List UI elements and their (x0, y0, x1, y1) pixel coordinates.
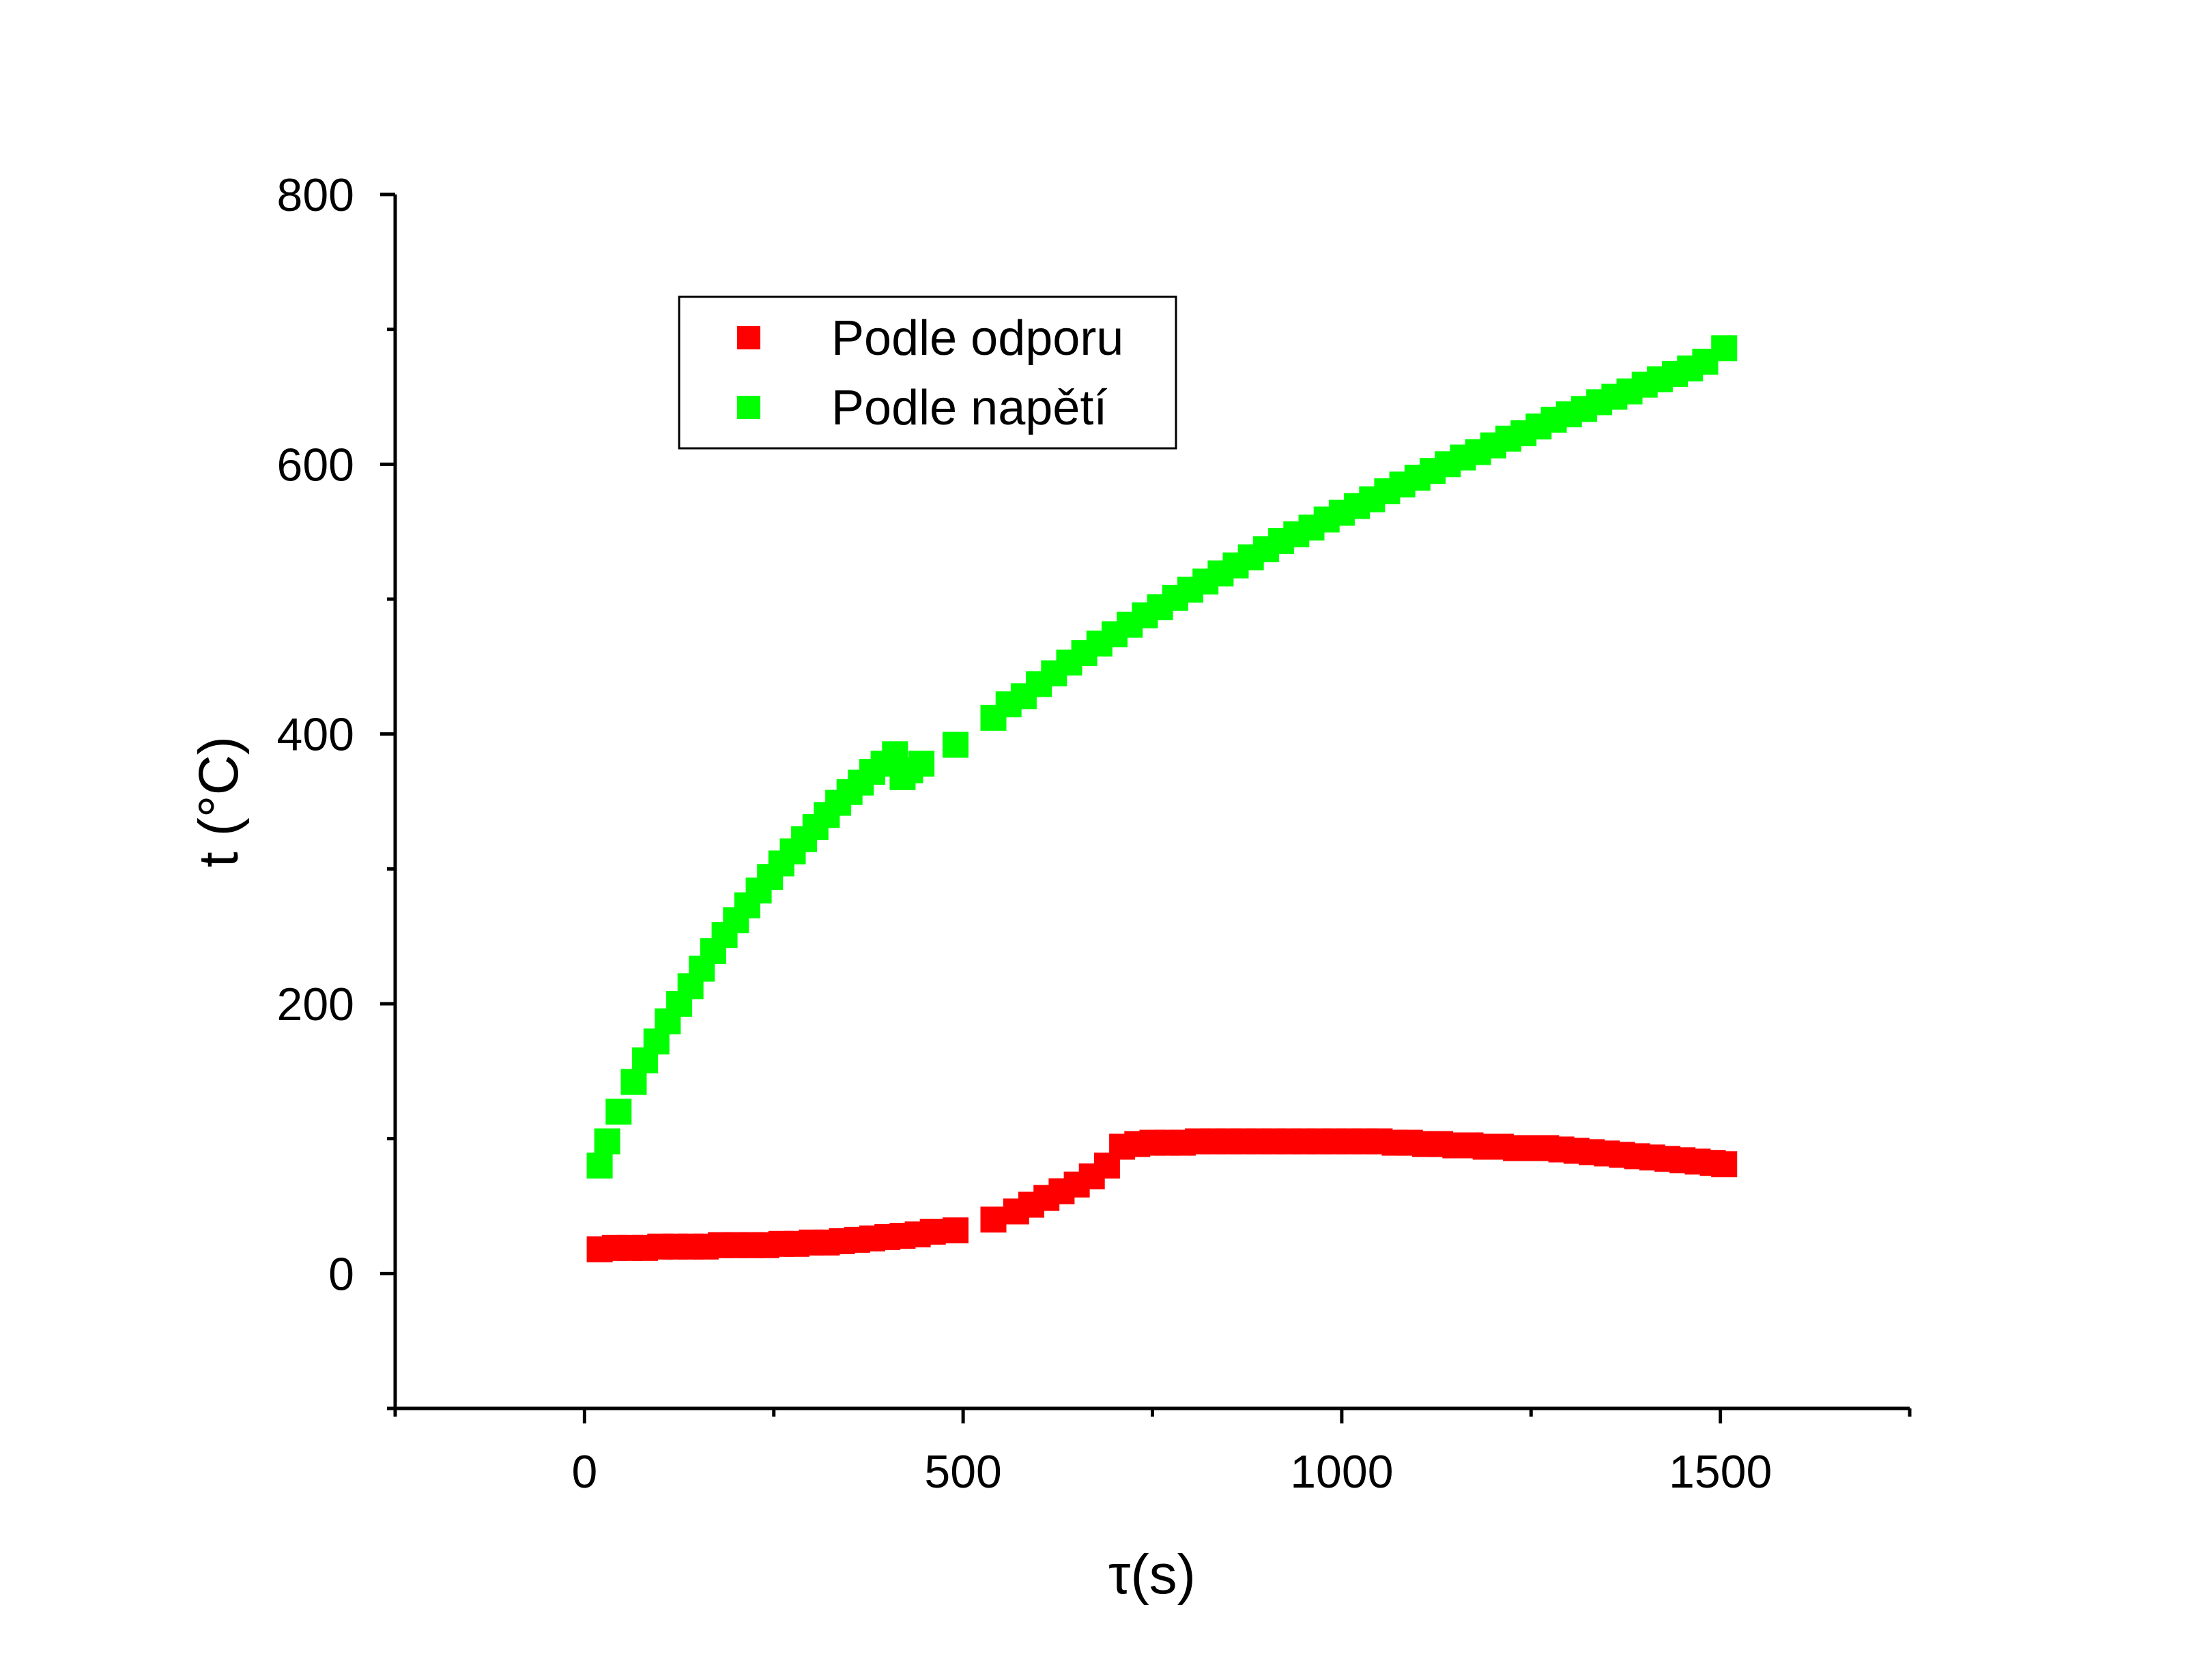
x-tick-label: 1000 (1290, 1446, 1393, 1498)
y-tick-label: 200 (277, 979, 354, 1030)
data-point (1711, 1151, 1738, 1178)
x-tick-label: 1500 (1669, 1446, 1772, 1498)
y-axis-title: t (°C) (188, 736, 250, 867)
legend-marker-podle-napeti (737, 396, 760, 419)
data-point (586, 1153, 613, 1179)
data-point (943, 1217, 969, 1244)
legend-label-podle-napeti: Podle napětí (831, 381, 1107, 435)
y-tick-label: 600 (277, 439, 354, 491)
x-tick-label: 0 (571, 1446, 597, 1498)
data-point (605, 1099, 632, 1125)
data-point (943, 732, 969, 758)
legend: Podle odporu Podle napětí (678, 295, 1177, 450)
data-point (594, 1128, 620, 1155)
series-1-markers (586, 335, 1738, 1179)
y-tick-label: 0 (328, 1248, 354, 1300)
legend-marker-podle-odporu (737, 326, 760, 349)
data-markers (586, 335, 1738, 1262)
x-tick-label: 500 (924, 1446, 1001, 1498)
series-0-markers (586, 1128, 1738, 1262)
legend-box (678, 295, 1177, 450)
data-point (980, 1206, 1007, 1233)
legend-label-podle-odporu: Podle odporu (831, 311, 1123, 366)
data-point (1711, 335, 1738, 362)
y-tick-label: 800 (277, 169, 354, 221)
axis-ticks: 0 200 400 600 800 0 500 1000 1500 (277, 169, 1912, 1498)
x-axis-title: τ(s) (1108, 1544, 1196, 1606)
y-tick-label: 400 (277, 709, 354, 761)
data-point (908, 751, 935, 777)
data-point (919, 1219, 946, 1245)
